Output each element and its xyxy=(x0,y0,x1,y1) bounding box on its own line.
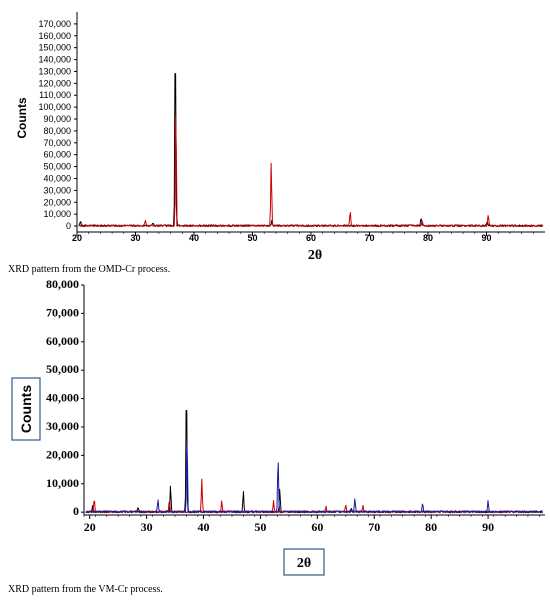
chart2-y-tick-label: 10,000 xyxy=(46,476,79,490)
chart1-y-tick-label: 100,000 xyxy=(38,102,71,112)
chart1-x-tick-label: 60 xyxy=(306,233,316,243)
chart1-x-tick-label: 50 xyxy=(247,233,257,243)
chart1-y-axis-label: Counts xyxy=(15,97,29,139)
chart1-x-tick-label: 70 xyxy=(364,233,374,243)
chart1-y-tick-label: 140,000 xyxy=(38,55,71,65)
chart2-x-axis-label-box xyxy=(283,548,325,576)
chart1-y-tick-label: 10,000 xyxy=(43,209,71,219)
chart2-x-tick-label: 50 xyxy=(254,520,266,534)
chart2-y-axis-label: Counts xyxy=(18,385,34,433)
chart2-y-tick-label: 0 xyxy=(73,504,79,518)
chart2-x-tick-label: 40 xyxy=(198,520,210,534)
caption-omd-cr: XRD pattern from the OMD-Cr process. xyxy=(8,264,171,275)
chart1-y-tick-label: 110,000 xyxy=(39,90,71,100)
chart1-x-tick-label: 40 xyxy=(189,233,199,243)
chart1-y-tick-label: 120,000 xyxy=(38,78,71,88)
chart1-y-tick-label: 60,000 xyxy=(43,150,71,160)
caption-vm-cr: XRD pattern from the VM-Cr process. xyxy=(8,584,163,595)
chart2-series-line xyxy=(85,478,543,514)
chart2-y-tick-label: 20,000 xyxy=(46,447,79,461)
chart2-x-tick-label: 70 xyxy=(368,520,380,534)
chart2-y-axis-label-box xyxy=(11,377,41,441)
chart2-y-tick-label: 60,000 xyxy=(46,334,79,348)
chart2-x-tick-label: 30 xyxy=(141,520,153,534)
chart1-x-tick-label: 30 xyxy=(130,233,140,243)
chart1-y-tick-label: 160,000 xyxy=(38,31,71,41)
chart2-y-tick-label: 80,000 xyxy=(46,277,79,291)
chart1-y-tick-label: 0 xyxy=(66,221,71,231)
chart1-y-tick-label: 130,000 xyxy=(38,66,71,76)
chart1-y-tick-label: 50,000 xyxy=(43,162,71,172)
chart2-series-line xyxy=(85,442,543,514)
chart1-y-tick-label: 40,000 xyxy=(43,173,71,183)
chart1-y-tick-label: 80,000 xyxy=(43,126,71,136)
chart2-y-tick-label: 70,000 xyxy=(46,305,79,319)
chart2-x-tick-label: 80 xyxy=(425,520,437,534)
chart-vm-cr: 0 10,000 20,000 30,000 40,000 50,000 60,000 70,… xyxy=(11,277,545,576)
chart2-x-tick-label: 20 xyxy=(84,520,96,534)
chart2-y-tick-label: 30,000 xyxy=(46,419,79,433)
chart1-series-line xyxy=(78,73,544,228)
chart1-y-tick-label: 90,000 xyxy=(43,114,71,124)
chart1-y-tick-label: 70,000 xyxy=(43,138,71,148)
chart2-series-line xyxy=(85,410,543,514)
chart2-x-tick-label: 60 xyxy=(311,520,323,534)
chart1-y-tick-label: 30,000 xyxy=(43,185,71,195)
chart2-x-tick-label: 90 xyxy=(482,520,494,534)
chart1-y-tick-label: 20,000 xyxy=(43,197,71,207)
chart1-x-tick-label: 80 xyxy=(423,233,433,243)
chart2-y-tick-label: 50,000 xyxy=(46,362,79,376)
chart1-x-tick-label: 90 xyxy=(481,233,491,243)
chart2-y-tick-label: 40,000 xyxy=(46,391,79,405)
chart1-y-tick-label: 150,000 xyxy=(38,43,71,53)
chart1-y-tick-label: 170,000 xyxy=(38,19,71,29)
chart1-x-tick-label: 20 xyxy=(72,233,82,243)
chart1-series-line xyxy=(78,118,544,228)
chart1-x-axis-label: 2θ xyxy=(308,248,322,263)
chart2-x-axis-label: 2θ xyxy=(297,556,311,571)
